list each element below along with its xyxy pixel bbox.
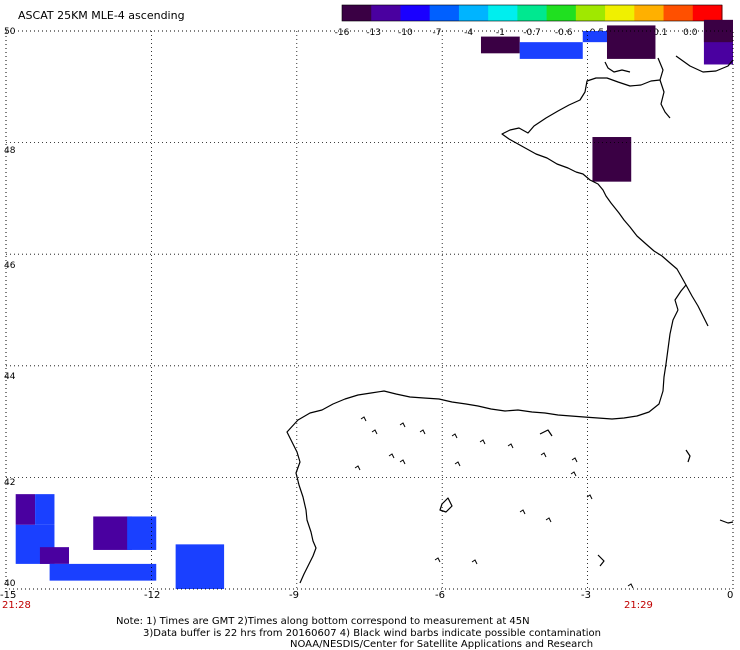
- coastline-path: [286, 309, 679, 584]
- coastline-path: [575, 171, 687, 311]
- coastline-path: [685, 449, 691, 463]
- colorbar-swatch: [663, 5, 694, 21]
- colorbar-tick-label: -7: [433, 28, 442, 38]
- wind-data-cell: [592, 137, 632, 182]
- wind-data-cell: [49, 563, 157, 581]
- colorbar-tick-label: -0.1: [650, 28, 668, 38]
- colorbar-swatch: [488, 5, 518, 21]
- colorbar-tick-label: -4: [464, 28, 473, 38]
- coastline-path: [439, 497, 453, 513]
- time-label-end: 21:29: [624, 600, 653, 611]
- map-feature-mark: [479, 439, 486, 445]
- note-line-1: Note: 1) Times are GMT 2)Times along bot…: [116, 616, 530, 627]
- colorbar-frame: [341, 4, 723, 22]
- colorbar-swatch: [634, 5, 665, 21]
- wind-data-cell: [480, 36, 520, 54]
- coastline-path: [501, 57, 664, 173]
- colorbar-swatch: [400, 5, 431, 21]
- lon-label-minus12: -12: [144, 590, 161, 601]
- colorbar-swatch: [342, 5, 372, 21]
- map-feature-mark: [419, 429, 426, 435]
- wind-data-cell: [582, 31, 612, 43]
- lat-label-46: 46: [4, 261, 16, 271]
- wind-data-cell: [519, 42, 583, 59]
- lat-label-40: 40: [4, 579, 16, 589]
- lon-label-minus15: -15: [0, 590, 17, 601]
- coastline-path: [659, 79, 671, 119]
- map-title: ASCAT 25KM MLE-4 ascending: [18, 9, 185, 22]
- coastline-path: [685, 284, 709, 327]
- map-feature-mark: [586, 494, 593, 500]
- wind-data-cell: [175, 544, 225, 589]
- colorbar-tick-label: -10: [398, 28, 413, 38]
- coastline-path: [597, 554, 605, 567]
- map-feature-mark: [371, 429, 378, 435]
- colorbar-swatch: [429, 5, 460, 21]
- map-feature-mark: [540, 452, 547, 458]
- map-feature-mark: [388, 453, 395, 459]
- colorbar-swatch: [546, 5, 577, 21]
- map-feature-mark: [399, 422, 406, 428]
- map-feature-mark: [471, 559, 478, 565]
- colorbar-tick-label: -1: [496, 28, 505, 38]
- wind-data-cell: [93, 516, 133, 550]
- lon-label-minus9: -9: [289, 590, 299, 601]
- wind-data-cell: [606, 25, 656, 59]
- coastline-path: [539, 429, 553, 437]
- map-feature-mark: [399, 459, 406, 465]
- map-frame: [5, 30, 734, 590]
- map-feature-mark: [434, 557, 441, 563]
- colorbar-swatch: [517, 5, 548, 21]
- lon-label-minus3: -3: [581, 590, 591, 601]
- lat-label-48: 48: [4, 146, 16, 156]
- colorbar-swatch: [605, 5, 635, 21]
- map-feature-mark: [451, 433, 458, 439]
- lon-label-0: 0: [727, 590, 734, 601]
- colorbar-swatch: [575, 5, 606, 21]
- colorbar-swatch: [692, 5, 723, 21]
- lon-label-minus6: -6: [435, 590, 445, 601]
- lat-label-50: 50: [4, 27, 16, 37]
- coastline-path: [675, 55, 734, 73]
- colorbar-swatch: [371, 5, 401, 21]
- map-feature-mark: [519, 509, 526, 515]
- note-line-2: 3)Data buffer is 22 hrs from 20160607 4)…: [143, 628, 601, 639]
- map-feature-mark: [360, 416, 367, 422]
- map-feature-mark: [570, 471, 577, 477]
- coastline-path: [604, 61, 631, 73]
- colorbar-tick-label: -16: [335, 28, 350, 38]
- map-feature-mark: [454, 461, 461, 467]
- wind-data-cell: [35, 494, 55, 525]
- wind-data-cell: [127, 516, 157, 550]
- wind-data-cell: [39, 547, 70, 564]
- map-feature-mark: [627, 583, 634, 589]
- lat-label-42: 42: [4, 478, 16, 488]
- colorbar-tick-label: -0.6: [555, 28, 573, 38]
- colorbar-swatch: [458, 5, 489, 21]
- wind-data-cell: [15, 494, 36, 525]
- time-label-start: 21:28: [2, 600, 31, 611]
- map-feature-mark: [571, 457, 578, 463]
- note-line-3: NOAA/NESDIS/Center for Satellite Applica…: [290, 639, 594, 650]
- map-feature-mark: [507, 443, 514, 449]
- coastline-path: [719, 519, 734, 524]
- colorbar-tick-label: -0.7: [523, 28, 541, 38]
- colorbar-tick-label: -13: [366, 28, 381, 38]
- colorbar-tick-label: 0.0: [683, 28, 698, 38]
- map-feature-mark: [354, 465, 361, 471]
- lat-label-44: 44: [4, 372, 16, 382]
- map-feature-mark: [545, 517, 552, 523]
